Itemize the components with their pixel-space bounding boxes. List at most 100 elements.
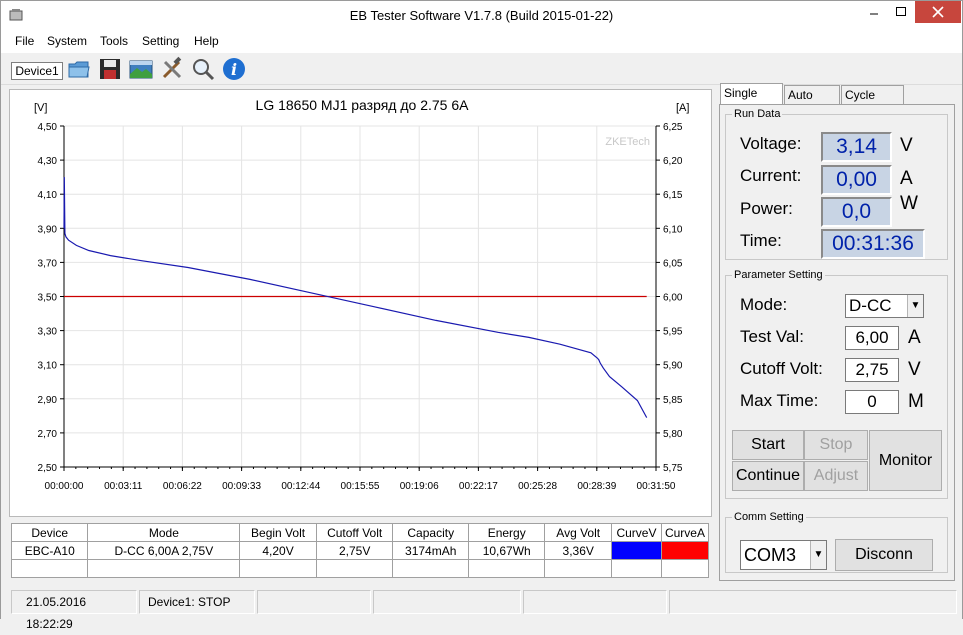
disconnect-button[interactable]: Disconn [835, 539, 933, 571]
table-header-row: Device Mode Begin Volt Cutoff Volt Capac… [10, 523, 710, 542]
table-cell: 10,67Wh [467, 541, 546, 560]
run-data-group: Run Data [725, 108, 948, 260]
continue-button[interactable]: Continue [732, 461, 804, 491]
cutoff-volt-label: Cutoff Volt: [740, 359, 823, 378]
x-tick-label: 00:19:06 [400, 481, 439, 492]
y2-tick-label: 6,20 [663, 156, 683, 167]
voltage-unit: V [900, 135, 913, 156]
device-tab[interactable]: Device1 [11, 62, 63, 80]
x-tick-label: 00:31:50 [637, 481, 676, 492]
image-icon[interactable] [128, 56, 154, 82]
voltage-label: Voltage: [740, 134, 802, 153]
test-val-label: Test Val: [740, 327, 804, 346]
x-tick-label: 00:25:28 [518, 481, 557, 492]
table-cell [611, 559, 662, 578]
y2-tick-label: 5,75 [663, 463, 683, 474]
parameter-group: Parameter Setting [725, 269, 948, 499]
cutoff-volt-input[interactable]: 2,75 [845, 358, 899, 382]
power-display: 0,0 [821, 197, 892, 227]
table-row [10, 559, 710, 578]
y-tick-label: 4,30 [38, 156, 58, 167]
power-label: Power: [740, 199, 793, 218]
curve-a-swatch[interactable] [660, 541, 710, 560]
y2-axis-label: [A] [676, 102, 689, 114]
table-header: Avg Volt [544, 523, 612, 542]
y-tick-label: 2,90 [38, 395, 58, 406]
tools-icon[interactable] [159, 56, 185, 82]
status-datetime: 21.05.2016 18:22:29 [11, 590, 137, 631]
table-header: CurveA [660, 523, 710, 542]
status-cell [523, 590, 667, 614]
comm-title: Comm Setting [734, 511, 804, 523]
x-tick-label: 00:06:22 [163, 481, 202, 492]
table-cell: D-CC 6,00A 2,75V [87, 541, 241, 560]
table-header: Device [10, 523, 89, 542]
start-button[interactable]: Start [732, 430, 804, 460]
menu-help[interactable]: Help [194, 34, 219, 48]
table-cell [392, 559, 469, 578]
chevron-down-icon[interactable]: ▼ [907, 295, 923, 317]
watermark: ZKETech [605, 136, 650, 148]
menu-tools[interactable]: Tools [100, 34, 129, 48]
table-cell: 4,20V [239, 541, 317, 560]
y-tick-label: 3,10 [38, 361, 58, 372]
single-test-panel: Run Data Voltage: 3,14 V Current: 0,00 A… [719, 104, 955, 581]
time-display: 00:31:36 [821, 229, 925, 259]
com-port-select[interactable]: COM3 ▼ [740, 540, 827, 570]
open-folder-icon[interactable] [66, 56, 92, 82]
info-icon[interactable]: i [221, 56, 247, 82]
monitor-button[interactable]: Monitor [869, 430, 942, 491]
tab-auto-test[interactable]: Auto Test [784, 85, 840, 120]
save-icon[interactable] [97, 56, 123, 82]
max-time-input[interactable]: 0 [845, 390, 899, 414]
chevron-down-icon[interactable]: ▼ [810, 541, 826, 569]
max-time-label: Max Time: [740, 391, 819, 410]
stop-button[interactable]: Stop [804, 430, 868, 460]
mode-label: Mode: [740, 295, 788, 314]
x-tick-label: 00:09:33 [222, 481, 261, 492]
y2-tick-label: 6,15 [663, 190, 683, 201]
x-tick-label: 00:12:44 [281, 481, 320, 492]
y2-tick-label: 6,25 [663, 122, 683, 133]
comm-group: Comm Setting [725, 511, 948, 573]
test-val-input[interactable]: 6,00 [845, 326, 899, 350]
status-cell [669, 590, 957, 614]
adjust-button[interactable]: Adjust [804, 461, 868, 491]
y2-tick-label: 5,80 [663, 429, 683, 440]
chart-title: LG 18650 MJ1 разряд до 2.75 6А [256, 97, 470, 113]
voltage-display: 3,14 [821, 132, 892, 162]
close-button[interactable] [915, 1, 961, 23]
app-icon [9, 8, 23, 22]
status-cell [257, 590, 371, 614]
results-table: Device Mode Begin Volt Cutoff Volt Capac… [10, 523, 710, 578]
toolbar: Device1 i [1, 53, 962, 85]
menu-setting[interactable]: Setting [142, 34, 180, 48]
table-row[interactable]: EBC-A10 D-CC 6,00A 2,75V 4,20V 2,75V 317… [10, 541, 710, 560]
voltage-series-line [63, 177, 648, 418]
table-cell: 3,36V [544, 541, 612, 560]
y2-tick-label: 6,05 [663, 258, 683, 269]
x-tick-label: 00:03:11 [104, 481, 143, 492]
power-unit: W [900, 193, 918, 214]
y-tick-label: 3,30 [38, 327, 58, 338]
y-tick-label: 2,70 [38, 429, 58, 440]
menu-file[interactable]: File [15, 34, 35, 48]
minimize-button[interactable] [859, 1, 889, 23]
menu-system[interactable]: System [47, 34, 88, 48]
table-cell [239, 559, 317, 578]
maximize-button[interactable] [886, 1, 916, 23]
table-cell [544, 559, 612, 578]
curve-v-swatch[interactable] [611, 541, 662, 560]
window-title: EB Tester Software V1.7.8 (Build 2015-01… [349, 8, 614, 23]
table-cell: 2,75V [315, 541, 394, 560]
x-tick-label: 00:15:55 [341, 481, 380, 492]
mode-select[interactable]: D-CC ▼ [845, 294, 924, 318]
zoom-icon[interactable] [190, 56, 216, 82]
table-header: Begin Volt [239, 523, 317, 542]
tab-single-test[interactable]: Single Test [720, 83, 783, 118]
tab-cycle-test[interactable]: Cycle Test [841, 85, 904, 120]
menu-bar: File System Tools Setting Help [1, 31, 962, 53]
title-bar: EB Tester Software V1.7.8 (Build 2015-01… [1, 1, 962, 31]
x-tick-label: 00:00:00 [45, 481, 84, 492]
